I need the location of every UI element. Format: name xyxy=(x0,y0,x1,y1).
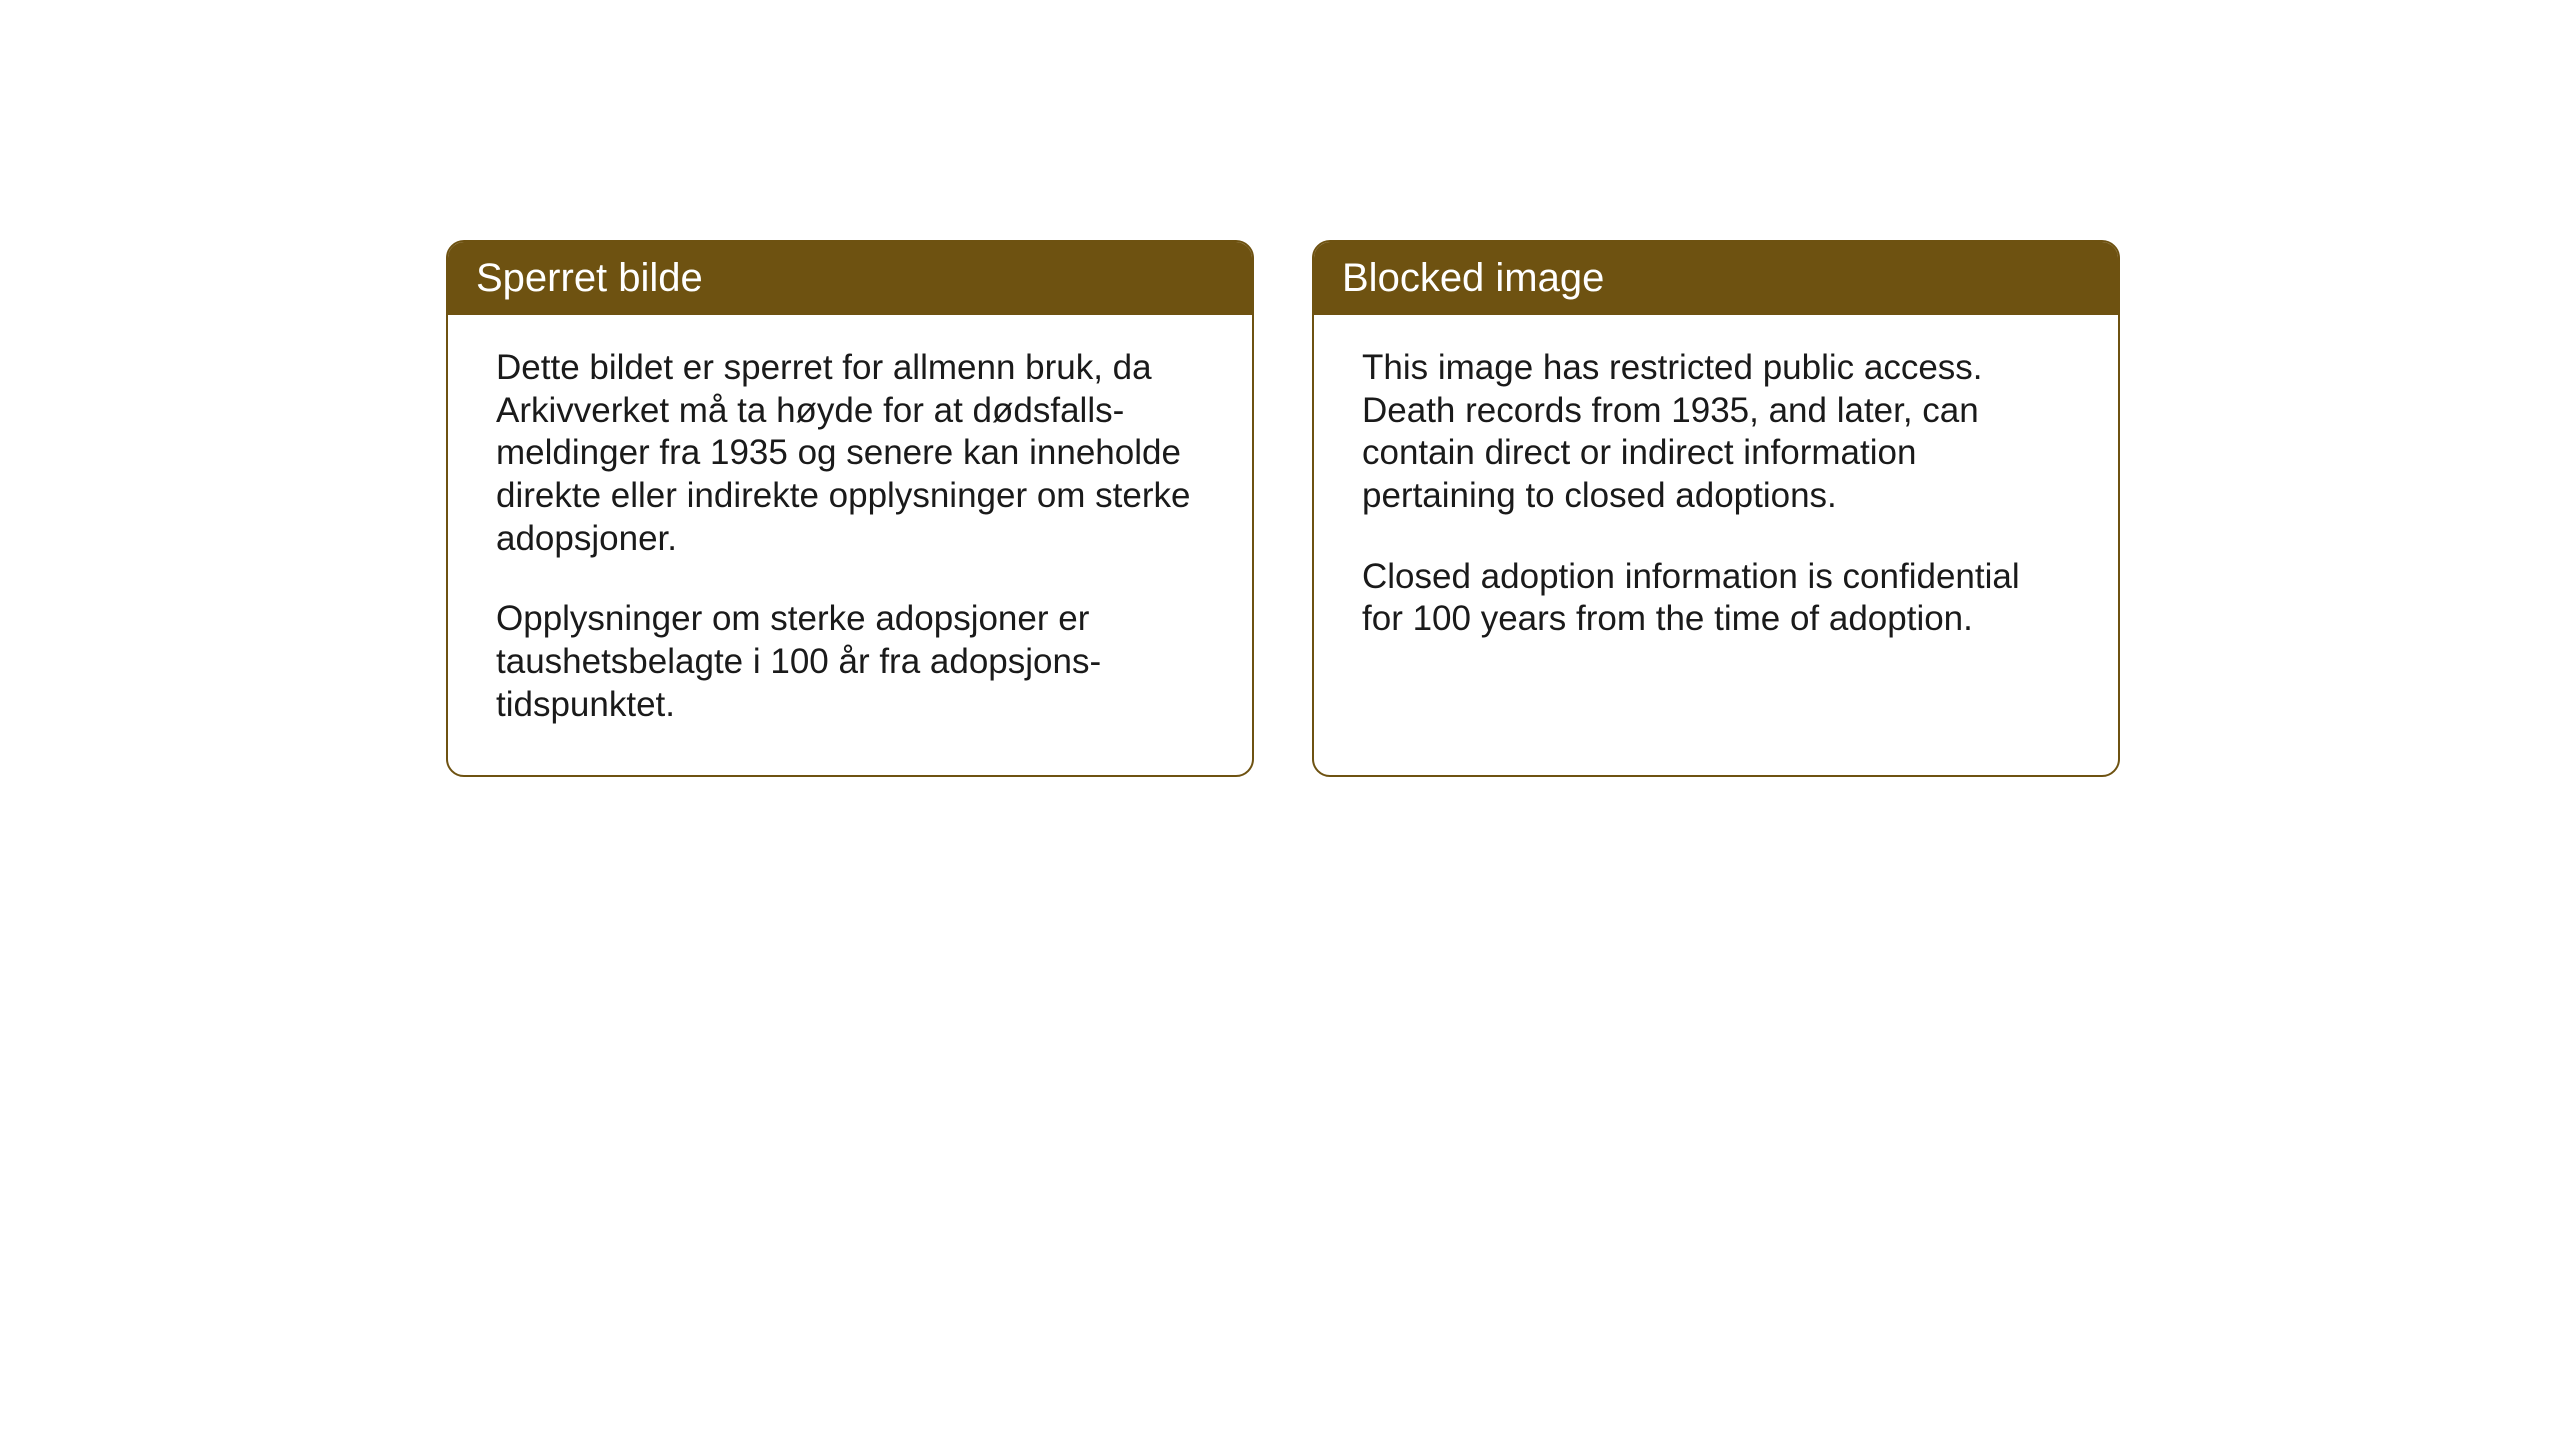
norwegian-paragraph-2: Opplysninger om sterke adopsjoner er tau… xyxy=(496,598,1204,726)
notice-container: Sperret bilde Dette bildet er sperret fo… xyxy=(446,240,2120,777)
english-paragraph-1: This image has restricted public access.… xyxy=(1362,347,2070,518)
english-card-title: Blocked image xyxy=(1314,242,2118,315)
norwegian-card-title: Sperret bilde xyxy=(448,242,1252,315)
english-card-body: This image has restricted public access.… xyxy=(1314,315,2118,689)
norwegian-card: Sperret bilde Dette bildet er sperret fo… xyxy=(446,240,1254,777)
norwegian-paragraph-1: Dette bildet er sperret for allmenn bruk… xyxy=(496,347,1204,560)
norwegian-card-body: Dette bildet er sperret for allmenn bruk… xyxy=(448,315,1252,775)
english-card: Blocked image This image has restricted … xyxy=(1312,240,2120,777)
english-paragraph-2: Closed adoption information is confident… xyxy=(1362,556,2070,641)
